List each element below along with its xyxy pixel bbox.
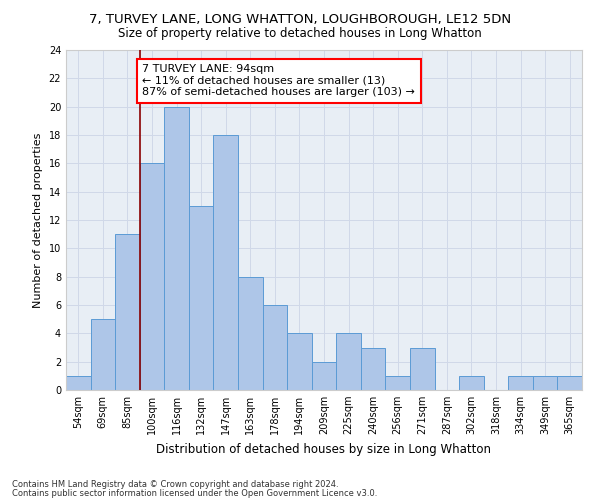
Bar xyxy=(287,334,312,390)
Bar xyxy=(557,376,582,390)
Bar xyxy=(508,376,533,390)
Bar xyxy=(361,348,385,390)
Bar xyxy=(459,376,484,390)
Bar xyxy=(263,305,287,390)
Bar xyxy=(115,234,140,390)
Text: Contains public sector information licensed under the Open Government Licence v3: Contains public sector information licen… xyxy=(12,488,377,498)
Text: Contains HM Land Registry data © Crown copyright and database right 2024.: Contains HM Land Registry data © Crown c… xyxy=(12,480,338,489)
Bar xyxy=(410,348,434,390)
Bar xyxy=(238,276,263,390)
Bar xyxy=(91,319,115,390)
Text: 7, TURVEY LANE, LONG WHATTON, LOUGHBOROUGH, LE12 5DN: 7, TURVEY LANE, LONG WHATTON, LOUGHBOROU… xyxy=(89,12,511,26)
Bar xyxy=(140,164,164,390)
Y-axis label: Number of detached properties: Number of detached properties xyxy=(33,132,43,308)
Bar xyxy=(385,376,410,390)
Bar xyxy=(189,206,214,390)
X-axis label: Distribution of detached houses by size in Long Whatton: Distribution of detached houses by size … xyxy=(157,442,491,456)
Bar xyxy=(533,376,557,390)
Bar xyxy=(164,106,189,390)
Bar xyxy=(66,376,91,390)
Text: 7 TURVEY LANE: 94sqm
← 11% of detached houses are smaller (13)
87% of semi-detac: 7 TURVEY LANE: 94sqm ← 11% of detached h… xyxy=(142,64,415,98)
Bar xyxy=(312,362,336,390)
Text: Size of property relative to detached houses in Long Whatton: Size of property relative to detached ho… xyxy=(118,28,482,40)
Bar xyxy=(336,334,361,390)
Bar xyxy=(214,135,238,390)
